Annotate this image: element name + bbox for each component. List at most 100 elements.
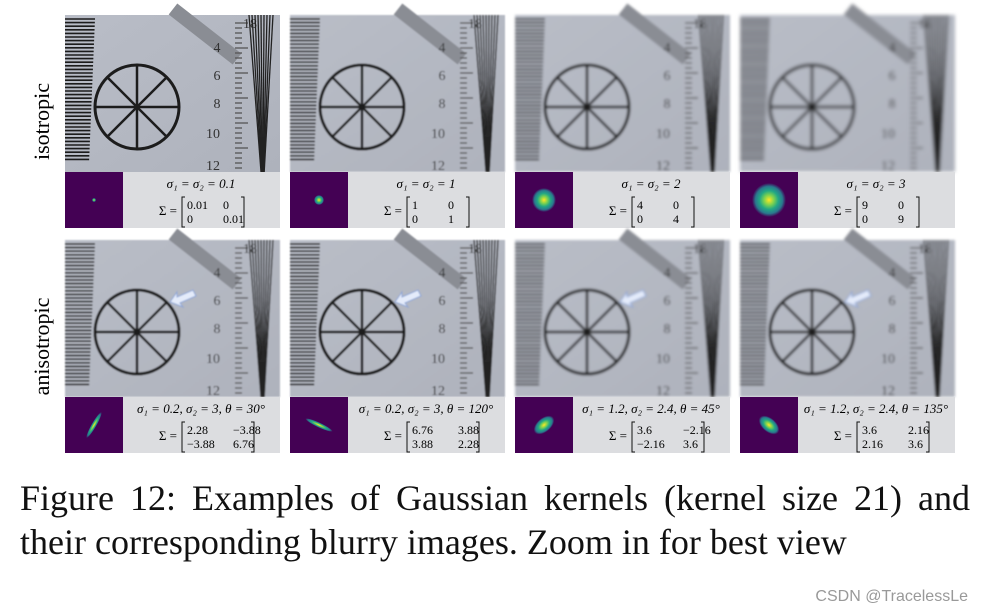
fan-line bbox=[487, 14, 490, 173]
ruler-label: 6 bbox=[214, 69, 221, 84]
image-background bbox=[65, 15, 280, 172]
fan-line bbox=[712, 239, 718, 398]
wheel-spoke bbox=[331, 76, 393, 138]
matrix-cell: −3.88 bbox=[187, 437, 215, 451]
fan-line bbox=[257, 14, 263, 173]
ruler-label: 12 bbox=[881, 384, 895, 399]
fan-line bbox=[707, 14, 713, 173]
panel: 184681012σ₁ = 0.2, σ₂ = 3, θ = 30°Σ =2.2… bbox=[65, 228, 280, 453]
ruler-label: 6 bbox=[664, 69, 671, 84]
fan-line bbox=[262, 14, 265, 173]
wheel-spoke bbox=[781, 76, 843, 138]
ruler-label: 8 bbox=[214, 97, 221, 112]
diagonal-bar bbox=[168, 228, 242, 290]
ruler-label: 12 bbox=[431, 384, 445, 399]
diagonal-bar bbox=[618, 3, 692, 65]
bracket bbox=[406, 421, 410, 453]
fan-line bbox=[713, 239, 724, 398]
blurred-image: 184681012 bbox=[290, 228, 505, 399]
fan-line bbox=[712, 14, 718, 173]
fan-line bbox=[698, 14, 712, 173]
fan-line bbox=[262, 239, 268, 398]
fan-line bbox=[926, 14, 938, 173]
matrix-cell: −3.88 bbox=[233, 423, 261, 437]
matrix-cell: 0 bbox=[448, 198, 454, 212]
fan-line bbox=[485, 14, 489, 173]
ruler-label: 8 bbox=[664, 322, 671, 337]
kernel-params: σ₁ = 1.2, σ₂ = 2.4, θ = 135° bbox=[804, 401, 948, 416]
bracket bbox=[701, 421, 705, 453]
kernel-blob bbox=[532, 188, 556, 212]
fan-line bbox=[937, 14, 940, 173]
fan-line bbox=[482, 14, 488, 173]
matrix-cell: 3.88 bbox=[458, 423, 479, 437]
matrix-label: Σ = bbox=[834, 203, 852, 218]
bracket bbox=[181, 421, 185, 453]
kernel-params: σ₁ = σ₂ = 3 bbox=[847, 176, 906, 191]
ruler-label: 12 bbox=[431, 159, 445, 174]
fan-line bbox=[937, 239, 940, 398]
ruler-label: 4 bbox=[214, 266, 221, 281]
fan-line bbox=[254, 14, 263, 173]
ruler-label: 4 bbox=[889, 41, 896, 56]
matrix-label: Σ = bbox=[384, 203, 402, 218]
fan-line bbox=[710, 14, 714, 173]
fan-line bbox=[713, 14, 721, 173]
ruler-label: 8 bbox=[889, 322, 896, 337]
blurred-image: 184681012 bbox=[290, 3, 505, 174]
matrix-cell: −2.16 bbox=[683, 423, 711, 437]
matrix-cell: 0 bbox=[412, 212, 418, 226]
matrix-label: Σ = bbox=[159, 428, 177, 443]
matrix-cell: 2.28 bbox=[458, 437, 479, 451]
matrix-cell: 9 bbox=[862, 198, 868, 212]
ruler-label: 12 bbox=[206, 159, 220, 174]
arrow bbox=[619, 289, 647, 309]
fan-line bbox=[698, 239, 712, 398]
matrix-cell: 2.28 bbox=[187, 423, 208, 437]
diagonal-bar bbox=[618, 228, 692, 290]
fan-line bbox=[473, 14, 487, 173]
fan-line bbox=[926, 239, 938, 398]
ruler-label: 12 bbox=[656, 384, 670, 399]
kernel-params: σ₁ = σ₂ = 0.1 bbox=[167, 176, 236, 191]
fan-line bbox=[473, 239, 487, 398]
fan-line bbox=[487, 239, 490, 398]
fan-line bbox=[262, 14, 268, 173]
kernel-params: σ₁ = 0.2, σ₂ = 3, θ = 30° bbox=[137, 401, 265, 416]
watermark: CSDN @TracelessLe bbox=[815, 588, 968, 605]
wheel-spoke bbox=[556, 76, 618, 138]
matrix-cell: 4 bbox=[673, 212, 679, 226]
arrow bbox=[394, 289, 422, 309]
ruler-label: 4 bbox=[439, 266, 446, 281]
fan-line bbox=[488, 14, 499, 173]
fan-line bbox=[482, 239, 488, 398]
blurred-image: 184681012 bbox=[740, 228, 955, 399]
diagonal-bar bbox=[843, 3, 917, 65]
ruler-label: 6 bbox=[889, 69, 896, 84]
matrix-cell: 3.88 bbox=[412, 437, 433, 451]
kernel-params: σ₁ = 1.2, σ₂ = 2.4, θ = 45° bbox=[582, 401, 720, 416]
fan-line bbox=[257, 239, 263, 398]
ruler-label: 8 bbox=[889, 97, 896, 112]
fan-line bbox=[712, 239, 715, 398]
matrix-cell: 0 bbox=[898, 198, 904, 212]
ruler-label: 6 bbox=[439, 294, 446, 309]
row-label: anisotropic bbox=[29, 297, 54, 395]
fan-line bbox=[254, 239, 263, 398]
matrix-cell: 0.01 bbox=[223, 212, 244, 226]
wheel-spoke bbox=[106, 301, 168, 363]
blurred-image: 184681012 bbox=[515, 228, 730, 399]
ruler-label: 8 bbox=[664, 97, 671, 112]
fan-line bbox=[260, 14, 264, 173]
fan-line bbox=[932, 14, 938, 173]
bracket bbox=[926, 421, 930, 453]
bracket bbox=[241, 196, 245, 228]
fan-line bbox=[248, 239, 262, 398]
fan-line bbox=[929, 239, 938, 398]
kernel-blob bbox=[533, 415, 555, 435]
blurred-image: 184681012 bbox=[65, 3, 280, 174]
matrix-cell: 3.6 bbox=[908, 437, 923, 451]
matrix-label: Σ = bbox=[834, 428, 852, 443]
